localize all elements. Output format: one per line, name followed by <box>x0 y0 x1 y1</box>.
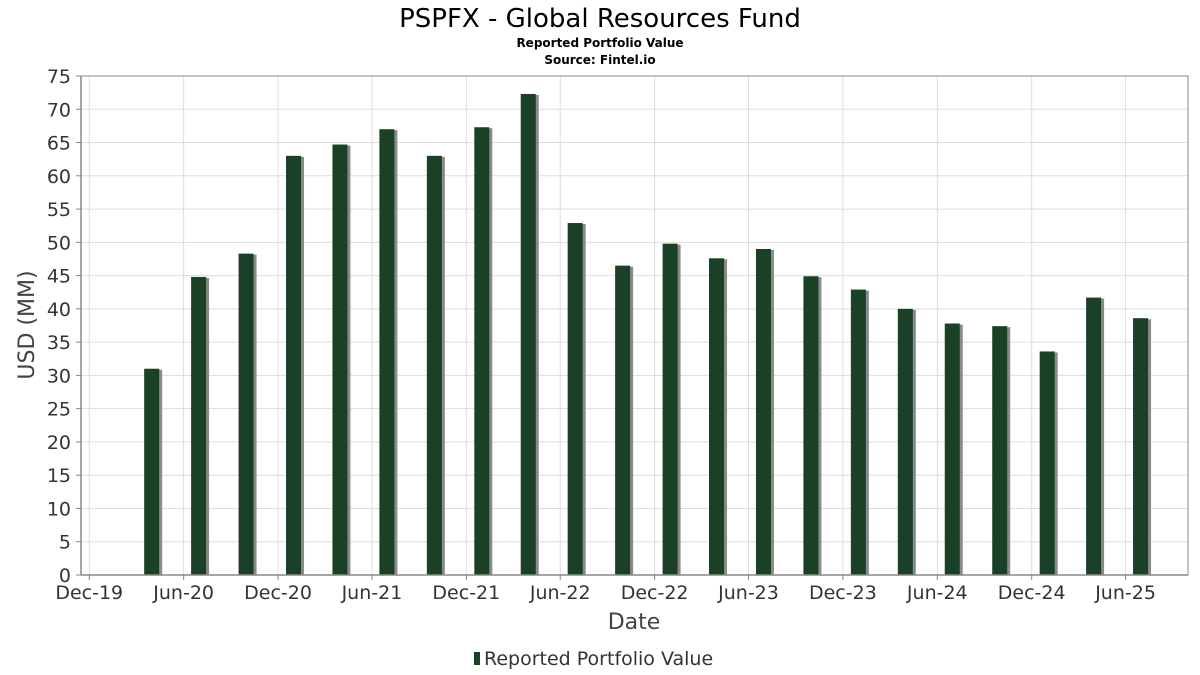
legend-label: Reported Portfolio Value <box>484 648 713 670</box>
bar <box>474 127 490 576</box>
y-axis-ticks: 0 5 10 15 20 25 30 35 40 45 50 55 60 65 70 75 <box>47 66 81 587</box>
bar <box>662 243 678 575</box>
y-tick-label: 75 <box>47 66 71 88</box>
bar <box>144 368 160 575</box>
x-tick-label: Jun-21 <box>341 582 403 604</box>
y-tick-label: 45 <box>47 266 71 288</box>
y-tick-label: 10 <box>47 498 71 520</box>
bar <box>379 129 395 575</box>
y-tick-label: 5 <box>59 532 71 554</box>
y-tick-label: 55 <box>47 199 71 221</box>
y-tick-label: 30 <box>47 365 71 387</box>
bar <box>1133 318 1149 575</box>
y-tick-label: 50 <box>47 232 71 254</box>
x-tick-label: Dec-20 <box>244 582 312 604</box>
x-tick-label: Dec-23 <box>809 582 877 604</box>
bar <box>803 276 819 575</box>
chart-subtitle: Reported Portfolio Value <box>516 36 683 50</box>
bar <box>426 155 442 575</box>
gridlines <box>81 75 1188 576</box>
y-tick-label: 25 <box>47 399 71 421</box>
bar <box>992 326 1008 575</box>
bar <box>897 308 913 575</box>
y-axis-label: USD (MM) <box>15 270 40 379</box>
bars <box>144 93 1152 576</box>
bar <box>286 155 302 575</box>
bar <box>238 253 254 576</box>
y-tick-label: 40 <box>47 299 71 321</box>
x-tick-label: Dec-21 <box>432 582 500 604</box>
y-tick-label: 0 <box>59 565 71 587</box>
bar <box>1039 351 1055 575</box>
x-tick-label: Dec-24 <box>998 582 1066 604</box>
bar <box>944 323 960 575</box>
bar <box>332 144 348 575</box>
y-tick-label: 70 <box>47 99 71 121</box>
bar <box>1086 297 1102 575</box>
axes <box>80 75 1189 576</box>
x-tick-label: Jun-20 <box>152 582 214 604</box>
x-tick-label: Dec-22 <box>621 582 689 604</box>
bar <box>709 258 725 575</box>
bar <box>191 276 207 575</box>
legend: Reported Portfolio Value <box>474 648 713 670</box>
x-axis-ticks: Dec-19 Jun-20 Dec-20 Jun-21 Dec-21 Jun-22 Dec-… <box>55 575 1156 604</box>
x-tick-label: Jun-24 <box>906 582 968 604</box>
x-tick-label: Jun-25 <box>1094 582 1156 604</box>
y-tick-label: 35 <box>47 332 71 354</box>
y-tick-label: 20 <box>47 432 71 454</box>
bar <box>520 93 536 576</box>
x-tick-label: Dec-19 <box>55 582 123 604</box>
x-tick-label: Jun-22 <box>529 582 591 604</box>
bar <box>615 265 631 575</box>
bar <box>567 223 583 575</box>
x-tick-label: Jun-23 <box>717 582 779 604</box>
bar <box>755 248 771 575</box>
y-tick-label: 65 <box>47 133 71 155</box>
y-tick-label: 60 <box>47 166 71 188</box>
chart-title: PSPFX - Global Resources Fund <box>399 4 801 34</box>
legend-swatch <box>474 652 480 665</box>
bar <box>850 289 866 575</box>
x-axis-label: Date <box>608 610 661 635</box>
chart-source: Source: Fintel.io <box>544 53 655 67</box>
y-tick-label: 15 <box>47 465 71 487</box>
